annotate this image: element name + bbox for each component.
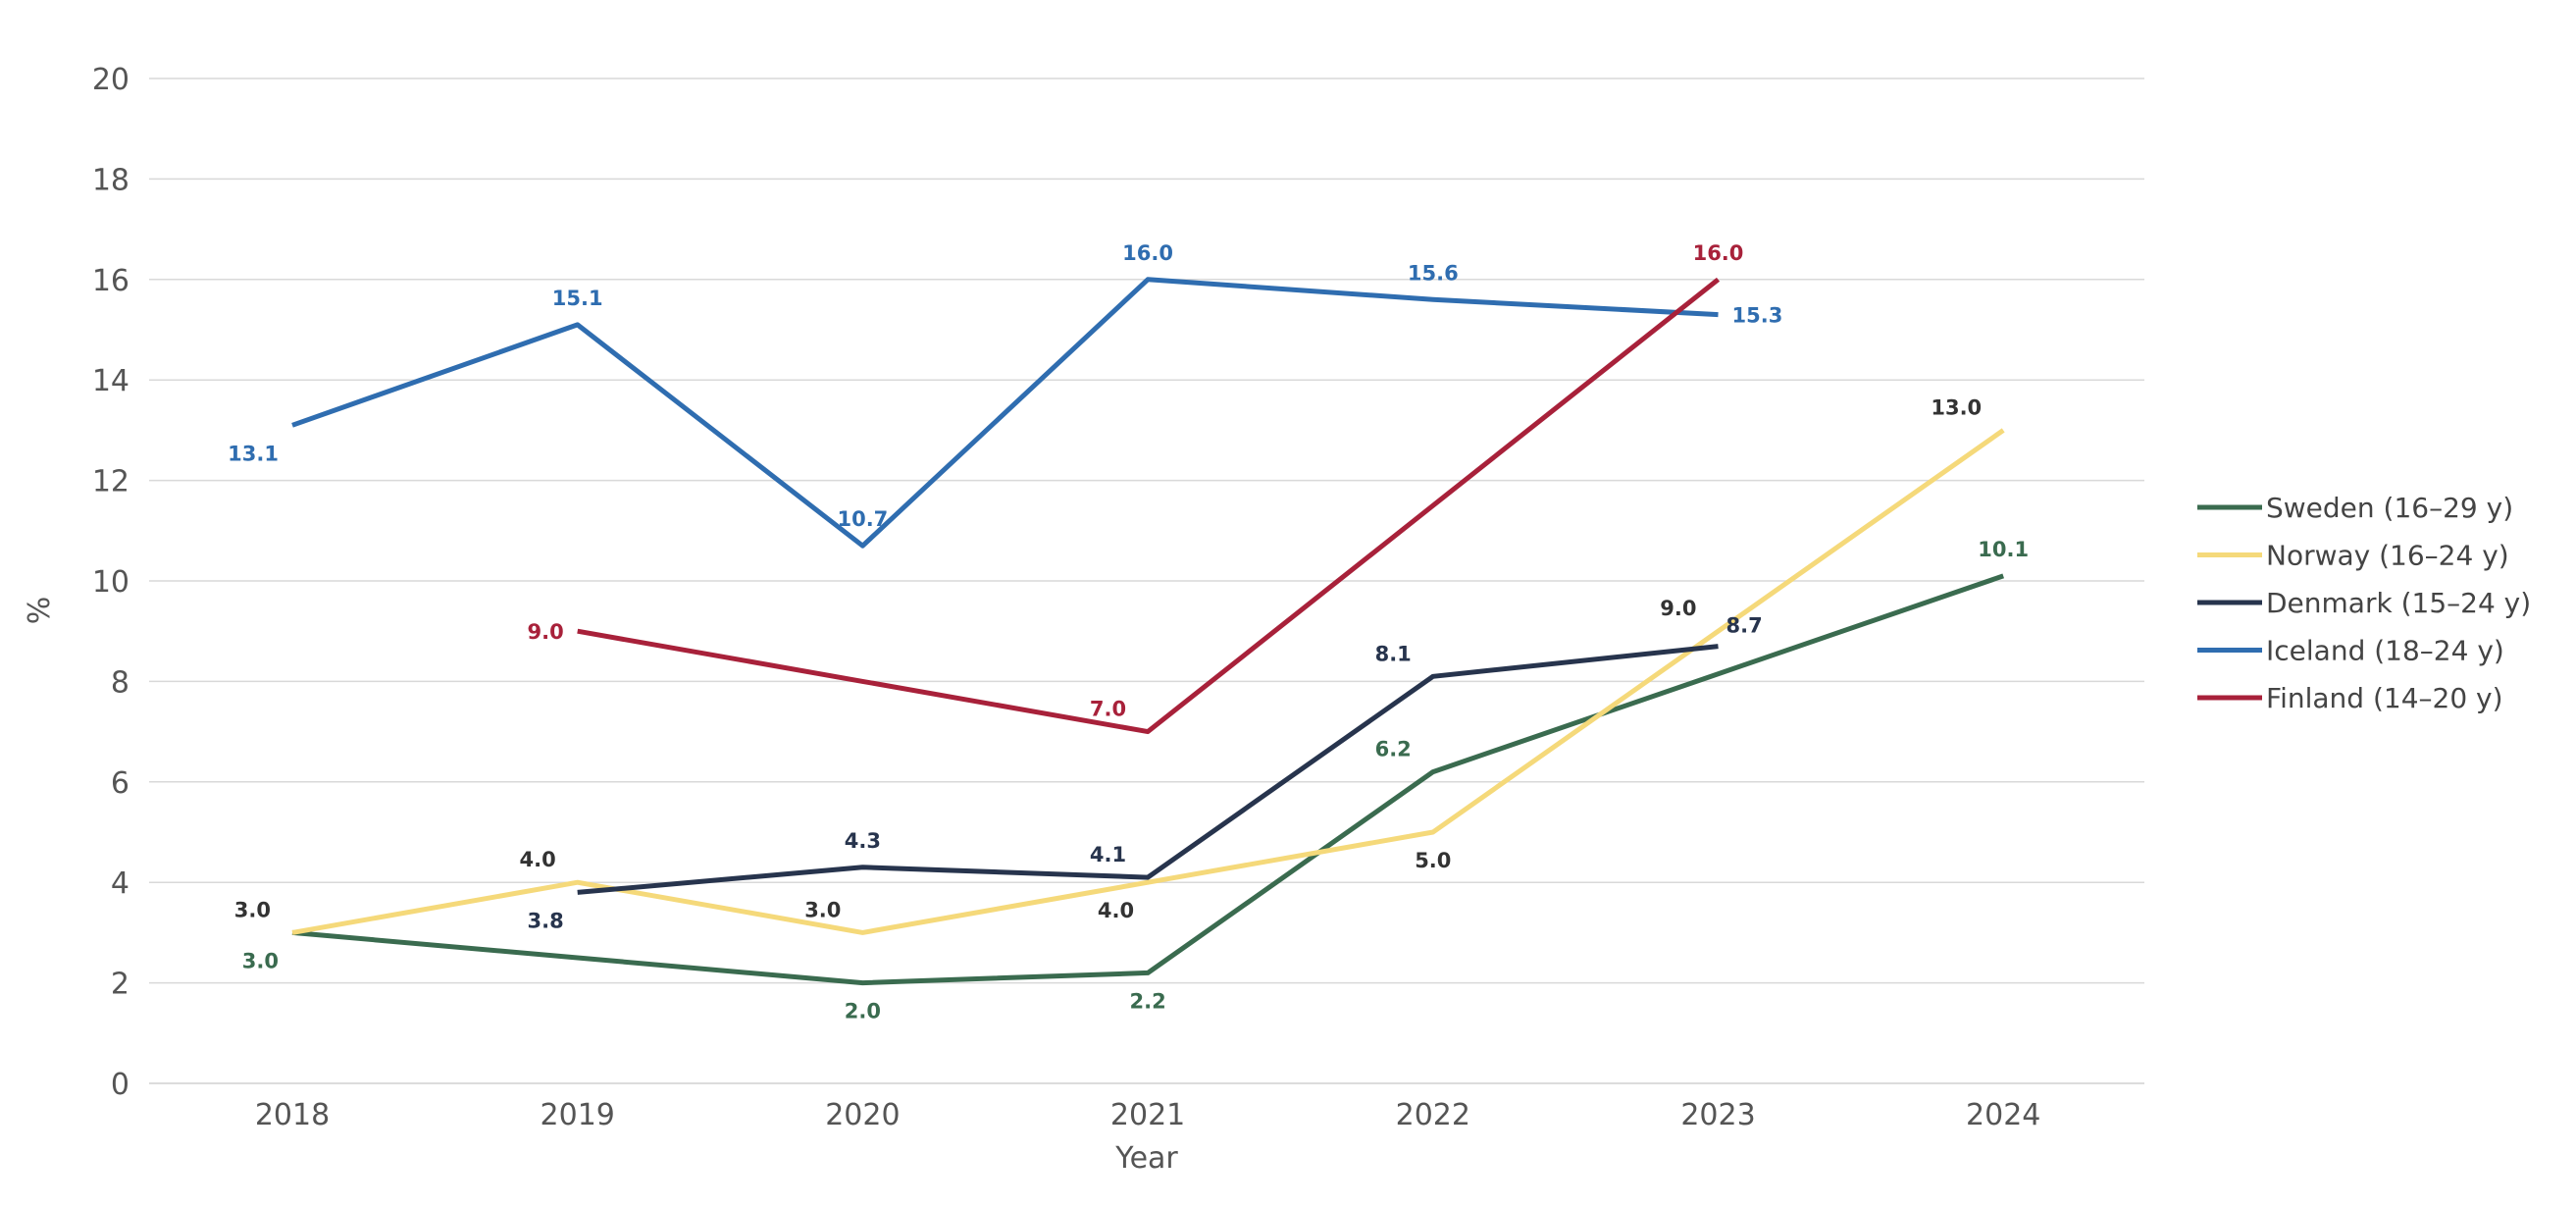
x-tick-label: 2024 bbox=[1966, 1098, 2040, 1132]
data-label: 8.1 bbox=[1375, 642, 1412, 665]
series-line-4 bbox=[577, 277, 1721, 735]
data-label: 2.2 bbox=[1129, 989, 1165, 1013]
data-label: 16.0 bbox=[1693, 241, 1744, 265]
series-line-3 bbox=[291, 277, 1719, 549]
legend-item: Norway (16–24 y) bbox=[2197, 540, 2509, 572]
x-tick-label: 2023 bbox=[1680, 1098, 1755, 1132]
legend-item: Finland (14–20 y) bbox=[2197, 682, 2503, 714]
data-label: 13.0 bbox=[1931, 395, 1982, 419]
data-label: 8.7 bbox=[1726, 614, 1763, 638]
data-label: 3.0 bbox=[242, 949, 279, 972]
y-tick-label: 10 bbox=[92, 565, 129, 600]
data-label: 6.2 bbox=[1375, 738, 1412, 761]
legend: Sweden (16–29 y) Norway (16–24 y) Denmark … bbox=[2197, 492, 2531, 714]
legend-label: Iceland (18–24 y) bbox=[2266, 635, 2504, 667]
legend-item: Denmark (15–24 y) bbox=[2197, 587, 2531, 619]
y-tick-label: 6 bbox=[111, 766, 129, 801]
legend-label: Finland (14–20 y) bbox=[2266, 682, 2503, 714]
legend-label: Norway (16–24 y) bbox=[2266, 540, 2509, 572]
y-tick-label: 16 bbox=[92, 264, 129, 298]
x-tick-label: 2018 bbox=[255, 1098, 330, 1132]
data-label: 4.1 bbox=[1090, 843, 1126, 866]
gridlines bbox=[149, 78, 2144, 1084]
y-tick-label: 14 bbox=[92, 364, 129, 398]
data-label: 4.0 bbox=[1098, 899, 1134, 922]
series-line-1 bbox=[291, 428, 2005, 935]
y-tick-label: 8 bbox=[111, 665, 129, 700]
y-axis-ticks: 0 2 4 6 8 10 12 14 16 18 20 bbox=[92, 63, 129, 1102]
data-label: 15.6 bbox=[1408, 261, 1459, 285]
y-tick-label: 18 bbox=[92, 163, 129, 197]
data-label: 15.3 bbox=[1732, 304, 1783, 328]
data-label: 10.1 bbox=[1978, 538, 2029, 561]
series-line-2 bbox=[577, 644, 1719, 895]
data-label: 9.0 bbox=[527, 620, 563, 644]
data-label: 3.8 bbox=[527, 909, 563, 932]
data-label: 4.0 bbox=[519, 848, 555, 871]
data-label: 10.7 bbox=[837, 507, 888, 531]
y-tick-label: 20 bbox=[92, 63, 129, 97]
x-axis-ticks: 2018 2019 2020 2021 2022 2023 2024 bbox=[255, 1098, 2041, 1132]
series-lines bbox=[291, 277, 2005, 986]
legend-label: Denmark (15–24 y) bbox=[2266, 587, 2531, 619]
x-tick-label: 2021 bbox=[1110, 1098, 1185, 1132]
y-tick-label: 4 bbox=[111, 866, 129, 901]
legend-label: Sweden (16–29 y) bbox=[2266, 492, 2513, 524]
y-tick-label: 0 bbox=[111, 1068, 129, 1102]
legend-item: Sweden (16–29 y) bbox=[2197, 492, 2513, 524]
data-label: 9.0 bbox=[1660, 597, 1696, 620]
x-axis-title: Year bbox=[1114, 1141, 1178, 1176]
y-tick-label: 2 bbox=[111, 968, 129, 1002]
data-labels: 3.0 2.0 2.2 6.2 10.1 3.0 4.0 3.0 4.0 5.0 9.0 13.0 3.… bbox=[228, 241, 2029, 1023]
x-tick-label: 2022 bbox=[1396, 1098, 1470, 1132]
data-label: 13.1 bbox=[228, 442, 279, 465]
y-tick-label: 12 bbox=[92, 465, 129, 499]
data-label: 4.3 bbox=[845, 829, 881, 853]
data-label: 7.0 bbox=[1090, 698, 1126, 721]
x-tick-label: 2020 bbox=[825, 1098, 900, 1132]
data-label: 3.0 bbox=[804, 898, 841, 921]
data-label: 5.0 bbox=[1415, 849, 1451, 872]
legend-item: Iceland (18–24 y) bbox=[2197, 635, 2504, 667]
data-label: 16.0 bbox=[1122, 241, 1173, 265]
x-tick-label: 2019 bbox=[541, 1098, 615, 1132]
series-line-0 bbox=[291, 573, 2005, 986]
data-label: 2.0 bbox=[845, 1000, 881, 1023]
y-axis-title: % bbox=[23, 597, 57, 625]
data-label: 3.0 bbox=[234, 898, 271, 921]
data-label: 15.1 bbox=[552, 287, 603, 310]
